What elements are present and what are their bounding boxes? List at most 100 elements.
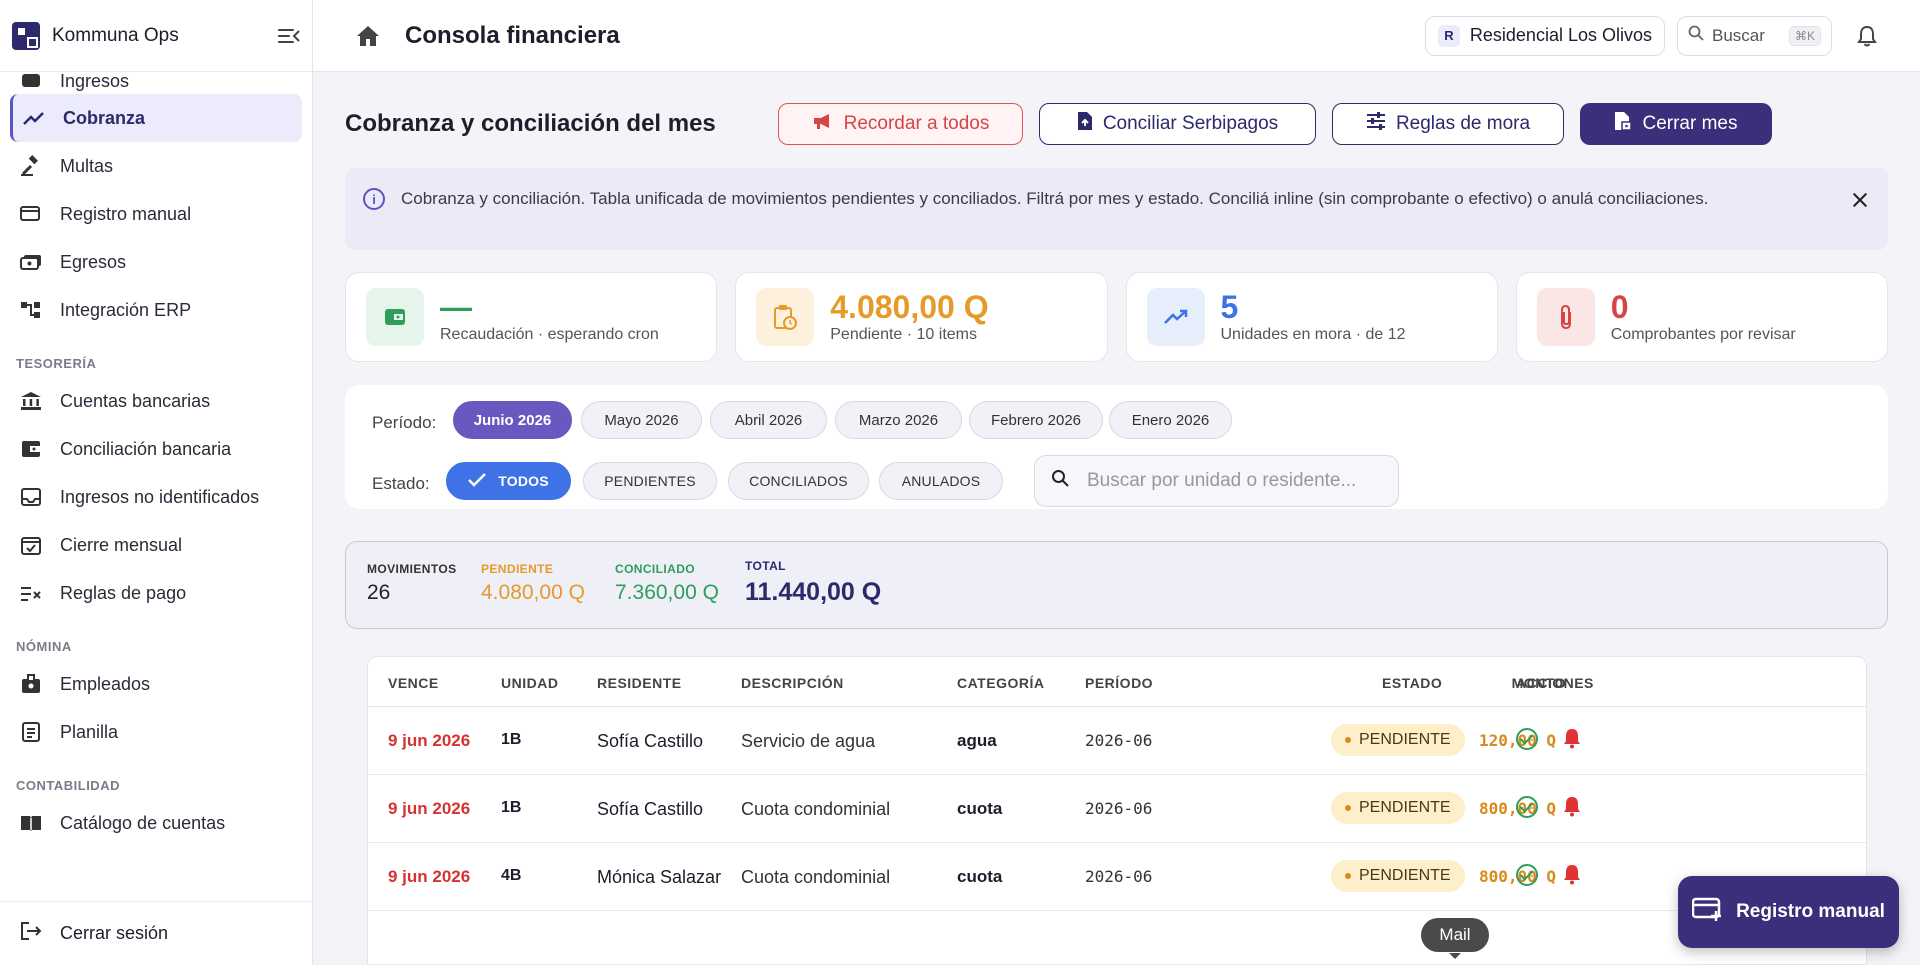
sidebar-item-conciliacion-bancaria[interactable]: Conciliación bancaria — [10, 425, 302, 473]
sidebar-item-label: Planilla — [60, 721, 119, 742]
info-banner-text: Cobranza y conciliación. Tabla unificada… — [401, 189, 1709, 208]
sidebar-item-cierre-mensual[interactable]: Cierre mensual — [10, 521, 302, 569]
notifications-bell-icon[interactable] — [1856, 25, 1878, 47]
summary-label: TOTAL — [745, 559, 786, 573]
column-header-residente[interactable]: RESIDENTE — [597, 675, 682, 691]
close-icon[interactable] — [1850, 190, 1870, 210]
reconcile-check-icon[interactable] — [1516, 796, 1538, 818]
summary-conciliado: CONCILIADO 7.360,00 Q — [615, 562, 719, 605]
topbar: Consola financiera R Residencial Los Oli… — [313, 0, 1920, 72]
paperclip-icon — [1536, 288, 1595, 346]
cell-categoria: cuota — [957, 799, 1003, 818]
column-header-periodo[interactable]: PERÍODO — [1085, 675, 1154, 691]
table-row[interactable] — [368, 911, 1866, 964]
sidebar-item-cobranza[interactable]: Cobranza — [10, 94, 302, 142]
column-header-categoria[interactable]: CATEGORÍA — [957, 675, 1045, 691]
period-pill-abril-2026[interactable]: Abril 2026 — [710, 401, 827, 439]
state-pill-pendientes[interactable]: PENDIENTES — [583, 462, 717, 500]
org-name: Residencial Los Olivos — [1469, 25, 1652, 45]
sidebar-item-label: Cierre mensual — [60, 534, 183, 555]
sidebar-section-tesoreria: TESORERÍA — [16, 356, 97, 371]
sidebar-item-label: Integración ERP — [60, 299, 192, 320]
reconcile-check-icon[interactable] — [1516, 728, 1538, 750]
close-month-label: Cerrar mes — [1642, 113, 1738, 134]
period-pill-mayo-2026[interactable]: Mayo 2026 — [581, 401, 702, 439]
column-header-descripcion[interactable]: DESCRIPCIÓN — [741, 675, 844, 691]
brand: Kommuna Ops — [0, 0, 312, 72]
sidebar-item-catalogo-de-cuentas[interactable]: Catálogo de cuentas — [10, 799, 302, 847]
logout-button[interactable]: Cerrar sesión — [0, 901, 312, 965]
sidebar-item-label: Conciliación bancaria — [60, 438, 232, 459]
column-header-unidad[interactable]: UNIDAD — [501, 675, 559, 691]
period-pill-junio-2026[interactable]: Junio 2026 — [453, 401, 572, 439]
sidebar-item-label: Registro manual — [60, 203, 192, 224]
table-row[interactable]: 9 jun 2026 1B Sofía Castillo Cuota condo… — [368, 775, 1866, 843]
lock-file-icon — [1614, 111, 1633, 137]
sidebar-item-empleados[interactable]: Empleados — [10, 660, 302, 708]
remind-all-button[interactable]: Recordar a todos — [778, 103, 1023, 145]
search-icon — [1051, 469, 1069, 493]
sidebar-item-cuentas-bancarias[interactable]: Cuentas bancarias — [10, 377, 302, 425]
trend-icon — [23, 107, 45, 129]
kpi-label: Comprobantes por revisar — [1610, 326, 1796, 343]
global-search-button[interactable]: Buscar ⌘K — [1677, 15, 1832, 56]
table-row[interactable]: 9 jun 2026 1B Sofía Castillo Servicio de… — [368, 707, 1866, 775]
sidebar-item-reglas-de-pago[interactable]: Reglas de pago — [10, 569, 302, 617]
reconcile-serbipagos-button[interactable]: Conciliar Serbipagos — [1039, 103, 1316, 145]
cell-categoria: agua — [957, 731, 997, 750]
state-pill-anulados[interactable]: ANULADOS — [879, 462, 1003, 500]
period-pill-marzo-2026[interactable]: Marzo 2026 — [835, 401, 962, 439]
resident-search-input[interactable]: Buscar por unidad o residente... — [1034, 455, 1399, 507]
remind-bell-icon[interactable] — [1562, 727, 1582, 749]
search-label: Buscar — [1712, 25, 1765, 45]
reconcile-check-icon[interactable] — [1516, 864, 1538, 886]
badge-icon — [20, 673, 42, 695]
section-header: Cobranza y conciliación del mes Recordar… — [345, 103, 1888, 145]
sidebar: Kommuna Ops Ingresos Cobranza Multas — [0, 0, 313, 965]
late-rules-button[interactable]: Reglas de mora — [1332, 103, 1564, 145]
sidebar-item-registro-manual[interactable]: Registro manual — [10, 190, 302, 238]
cell-periodo: 2026-06 — [1085, 731, 1153, 750]
period-pill-febrero-2026[interactable]: Febrero 2026 — [969, 401, 1103, 439]
logout-label: Cerrar sesión — [60, 923, 169, 943]
gavel-icon — [20, 155, 42, 177]
column-header-estado[interactable]: ESTADO — [1382, 675, 1443, 691]
late-rules-label: Reglas de mora — [1395, 113, 1531, 134]
wallet-icon — [20, 438, 42, 460]
close-month-button[interactable]: Cerrar mes — [1580, 103, 1772, 145]
collapse-sidebar-icon[interactable] — [278, 27, 300, 45]
cell-descripcion: Servicio de agua — [741, 731, 876, 751]
period-pill-enero-2026[interactable]: Enero 2026 — [1109, 401, 1232, 439]
cell-vence: 9 jun 2026 — [388, 799, 471, 818]
sidebar-item-integracion-erp[interactable]: Integración ERP — [10, 286, 302, 334]
cell-periodo: 2026-06 — [1085, 867, 1153, 886]
sidebar-item-ingresos-no-identificados[interactable]: Ingresos no identificados — [10, 473, 302, 521]
manual-entry-fab-button[interactable]: Registro manual — [1678, 876, 1899, 948]
column-header-vence[interactable]: VENCE — [388, 675, 439, 691]
kpi-card-comprobantes: 0 Comprobantes por revisar — [1515, 272, 1888, 362]
remind-bell-icon[interactable] — [1562, 795, 1582, 817]
org-avatar: R — [1437, 24, 1460, 47]
section-title: Cobranza y conciliación del mes — [345, 110, 716, 137]
cell-categoria: cuota — [957, 867, 1003, 886]
reconcile-serbipagos-label: Conciliar Serbipagos — [1102, 113, 1279, 134]
remind-bell-icon[interactable] — [1562, 863, 1582, 885]
sidebar-item-label: Ingresos no identificados — [60, 486, 260, 507]
sidebar-item-multas[interactable]: Multas — [10, 142, 302, 190]
search-icon — [1688, 25, 1704, 46]
logout-icon — [20, 921, 42, 946]
column-header-monto[interactable]: MONTO — [1511, 675, 1566, 691]
state-pill-conciliados[interactable]: CONCILIADOS — [728, 462, 869, 500]
summary-total: TOTAL 11.440,00 Q — [745, 559, 881, 607]
sidebar-item-label: Catálogo de cuentas — [60, 812, 226, 833]
organization-selector[interactable]: R Residencial Los Olivos — [1424, 15, 1665, 56]
sidebar-item-label: Cuentas bancarias — [60, 390, 211, 411]
state-pill-todos[interactable]: TODOS — [446, 462, 571, 500]
table-row[interactable]: 9 jun 2026 4B Mónica Salazar Cuota condo… — [368, 843, 1866, 911]
sidebar-item-planilla[interactable]: Planilla — [10, 708, 302, 756]
sidebar-item-ingresos[interactable]: Ingresos — [10, 62, 302, 94]
summary-label: PENDIENTE — [481, 562, 554, 576]
summary-value: 11.440,00 Q — [745, 578, 882, 606]
home-icon[interactable] — [355, 24, 381, 48]
sidebar-item-egresos[interactable]: Egresos — [10, 238, 302, 286]
